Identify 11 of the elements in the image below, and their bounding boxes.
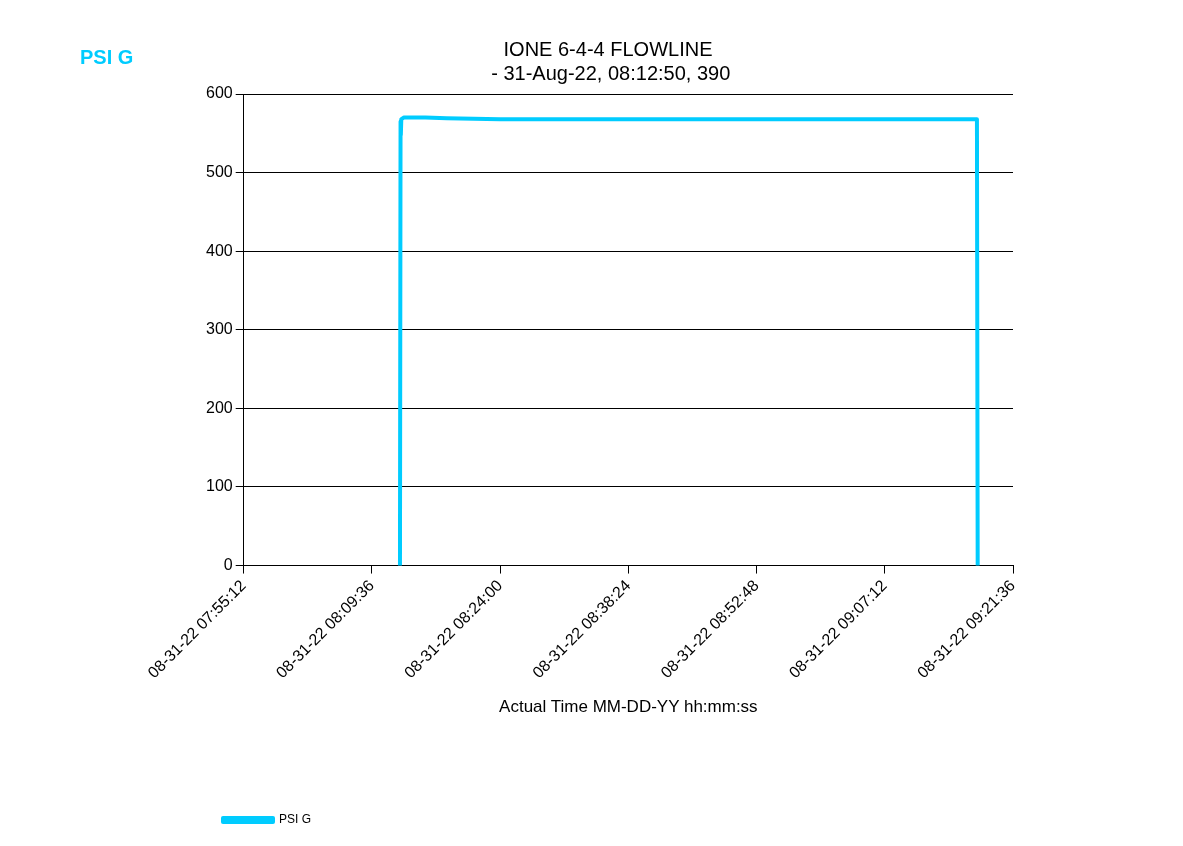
y-tick-label: 600 xyxy=(205,84,233,102)
y-tick-label: 100 xyxy=(205,477,233,495)
chart-title: IONE 6-4-4 FLOWLINE - 31-Aug-22, 08:12:50, 390 xyxy=(485,37,731,84)
y-tick-label: 0 xyxy=(223,555,233,573)
y-axis-title: PSI G xyxy=(80,45,134,68)
y-tick-label: 300 xyxy=(205,320,233,338)
x-axis-title: Actual Time MM-DD-YY hh:mm:ss xyxy=(499,697,758,717)
legend-label: PSI G xyxy=(279,812,312,827)
y-tick-label: 500 xyxy=(205,163,233,180)
y-tick-label: 400 xyxy=(205,241,233,259)
y-tick-label: 200 xyxy=(205,398,233,416)
